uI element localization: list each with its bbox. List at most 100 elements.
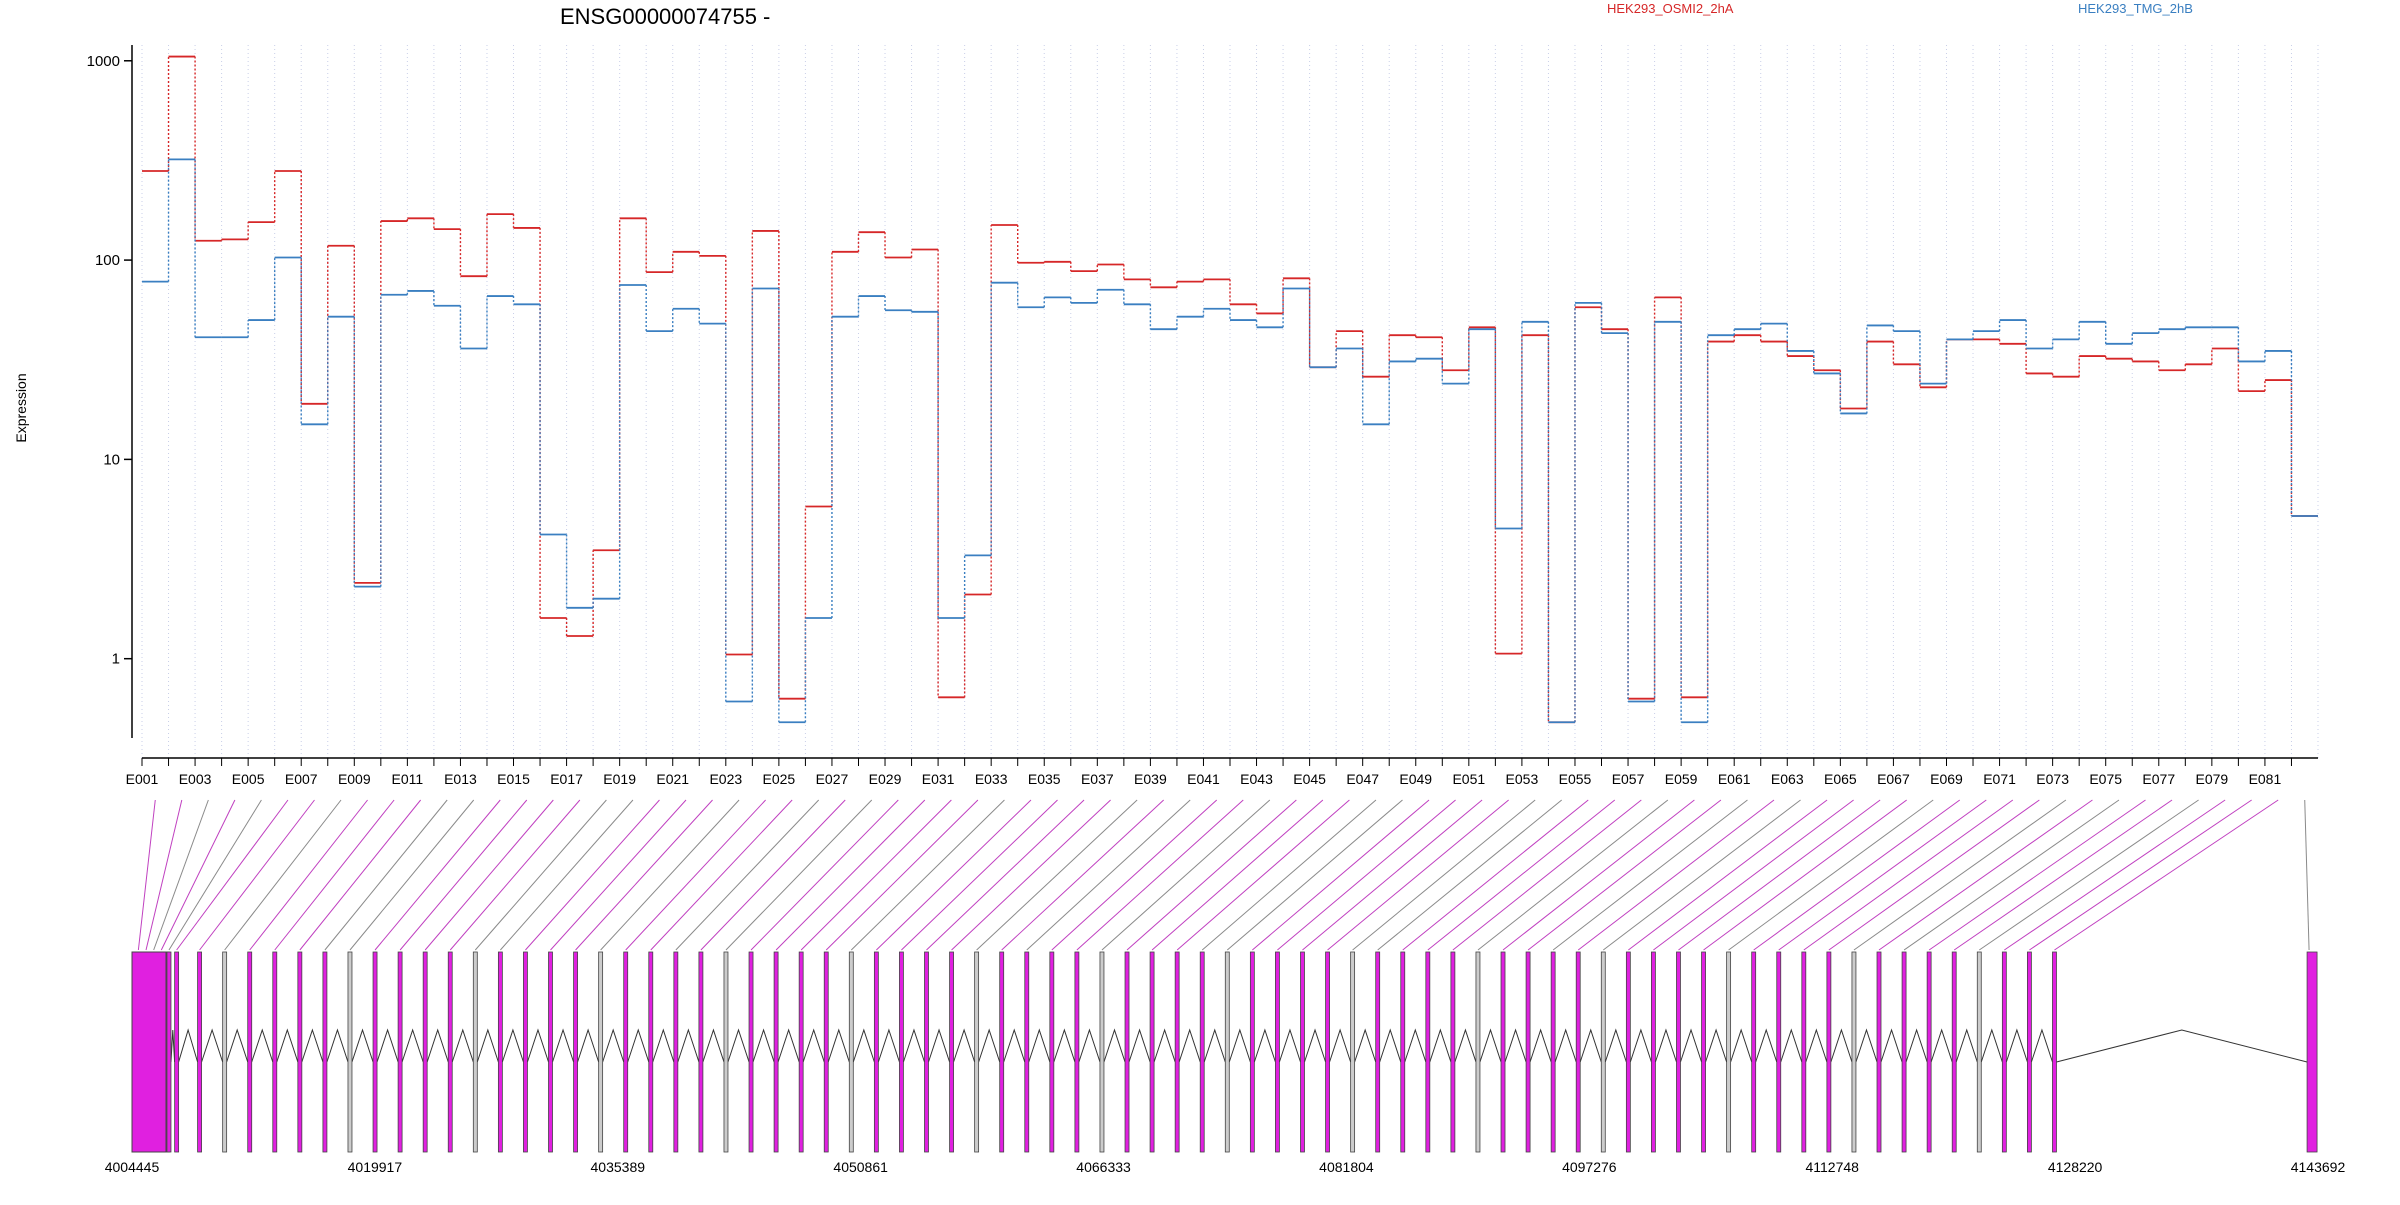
exon-box bbox=[573, 951, 578, 1153]
x-tick-label: E041 bbox=[1187, 771, 1220, 787]
exon-box bbox=[773, 951, 779, 1153]
x-tick-label: E051 bbox=[1452, 771, 1485, 787]
exon-connector bbox=[224, 799, 342, 951]
x-tick-label: E055 bbox=[1559, 771, 1592, 787]
intron-line bbox=[727, 1028, 750, 1063]
x-tick-label: E005 bbox=[232, 771, 265, 787]
exon-box bbox=[798, 951, 804, 1153]
x-tick-label: E035 bbox=[1028, 771, 1061, 787]
exon-box bbox=[598, 951, 604, 1153]
exon-connector bbox=[1527, 799, 1722, 951]
exon-connector bbox=[1076, 799, 1244, 951]
intron-line bbox=[602, 1028, 625, 1063]
exon-connector bbox=[1201, 799, 1377, 951]
intron-line bbox=[1078, 1028, 1101, 1063]
intron-line bbox=[201, 1028, 224, 1063]
genomic-tick-label: 4066333 bbox=[1076, 1159, 1131, 1175]
x-tick-label: E057 bbox=[1612, 771, 1645, 787]
intron-line bbox=[1053, 1028, 1076, 1063]
intron-line bbox=[351, 1028, 374, 1063]
x-tick-label: E045 bbox=[1293, 771, 1326, 787]
x-tick-label: E063 bbox=[1771, 771, 1804, 787]
exon-box bbox=[673, 951, 679, 1153]
x-tick-label: E009 bbox=[338, 771, 371, 787]
x-tick-label: E015 bbox=[497, 771, 530, 787]
exon-box bbox=[723, 951, 729, 1153]
exon-box bbox=[1676, 951, 1681, 1153]
exon-box bbox=[2001, 951, 2007, 1153]
exon-box bbox=[523, 951, 528, 1153]
exon-connector bbox=[876, 799, 1032, 951]
intron-line bbox=[1153, 1028, 1176, 1063]
intron-line bbox=[1454, 1028, 1477, 1063]
intron-line bbox=[1855, 1028, 1878, 1063]
genomic-tick-label: 4128220 bbox=[2048, 1159, 2103, 1175]
intron-line bbox=[1253, 1028, 1276, 1063]
intron-line bbox=[1354, 1028, 1377, 1063]
intron-line bbox=[1178, 1028, 1201, 1063]
x-tick-label: E081 bbox=[2249, 771, 2282, 787]
intron-line bbox=[1830, 1028, 1853, 1063]
exon-connector bbox=[1101, 799, 1271, 951]
x-tick-label: E025 bbox=[763, 771, 796, 787]
intron-line bbox=[451, 1028, 474, 1063]
intron-line bbox=[802, 1028, 825, 1063]
exon-connector bbox=[976, 799, 1138, 951]
intron-line bbox=[1228, 1028, 1251, 1063]
x-tick-label: E049 bbox=[1399, 771, 1432, 787]
exon-box bbox=[372, 951, 378, 1153]
exon-connector bbox=[1753, 799, 1961, 951]
x-tick-label: E075 bbox=[2089, 771, 2122, 787]
exon-connector bbox=[700, 799, 846, 951]
genomic-tick-label: 4112748 bbox=[1805, 1159, 1859, 1175]
exon-box bbox=[999, 951, 1005, 1153]
intron-line bbox=[1680, 1028, 1703, 1063]
intron-line bbox=[953, 1028, 976, 1063]
exon-connector bbox=[399, 799, 528, 951]
exon-box bbox=[2052, 951, 2057, 1153]
exon-connector bbox=[926, 799, 1085, 951]
exon-box bbox=[1801, 951, 1807, 1153]
exon-box bbox=[1450, 951, 1456, 1153]
intron-line bbox=[2030, 1028, 2053, 1063]
exon-box bbox=[1951, 951, 1957, 1153]
intron-line bbox=[1930, 1028, 1953, 1063]
exon-box bbox=[1224, 951, 1230, 1153]
intron-line bbox=[426, 1028, 449, 1063]
exon-connector bbox=[424, 799, 554, 951]
exon-box bbox=[131, 951, 167, 1153]
exon-box bbox=[1600, 951, 1606, 1153]
exon-box bbox=[974, 951, 980, 1153]
exon-connector bbox=[1477, 799, 1669, 951]
y-tick-label: 10 bbox=[103, 451, 120, 468]
exon-box bbox=[1525, 951, 1531, 1153]
intron-line bbox=[1955, 1028, 1978, 1063]
exon-connector bbox=[2304, 799, 2310, 951]
genomic-tick-label: 4143692 bbox=[2291, 1159, 2346, 1175]
intron-line bbox=[978, 1028, 1001, 1063]
x-tick-label: E011 bbox=[392, 771, 424, 787]
exon-connector bbox=[725, 799, 873, 951]
intron-line bbox=[702, 1028, 725, 1063]
intron-line bbox=[577, 1028, 600, 1063]
exon-connector bbox=[145, 799, 183, 951]
exon-connector bbox=[1878, 799, 2093, 951]
intron-line bbox=[1203, 1028, 1226, 1063]
intron-line bbox=[552, 1028, 575, 1063]
exon-box bbox=[1300, 951, 1305, 1153]
intron-line bbox=[170, 1029, 176, 1063]
chart-title: ENSG00000074755 - bbox=[560, 4, 770, 29]
legend-series-1: HEK293_OSMI2_2hA bbox=[1607, 1, 1734, 16]
exon-connector bbox=[1252, 799, 1430, 951]
exon-box bbox=[899, 951, 904, 1153]
exon-connector bbox=[1051, 799, 1218, 951]
genomic-tick-label: 4097276 bbox=[1562, 1159, 1617, 1175]
exon-box bbox=[1099, 951, 1105, 1153]
exon-box bbox=[1876, 951, 1882, 1153]
y-tick-label: 1 bbox=[112, 651, 120, 668]
exon-connector bbox=[1402, 799, 1589, 951]
intron-line bbox=[928, 1028, 951, 1063]
exon-connector bbox=[474, 799, 607, 951]
